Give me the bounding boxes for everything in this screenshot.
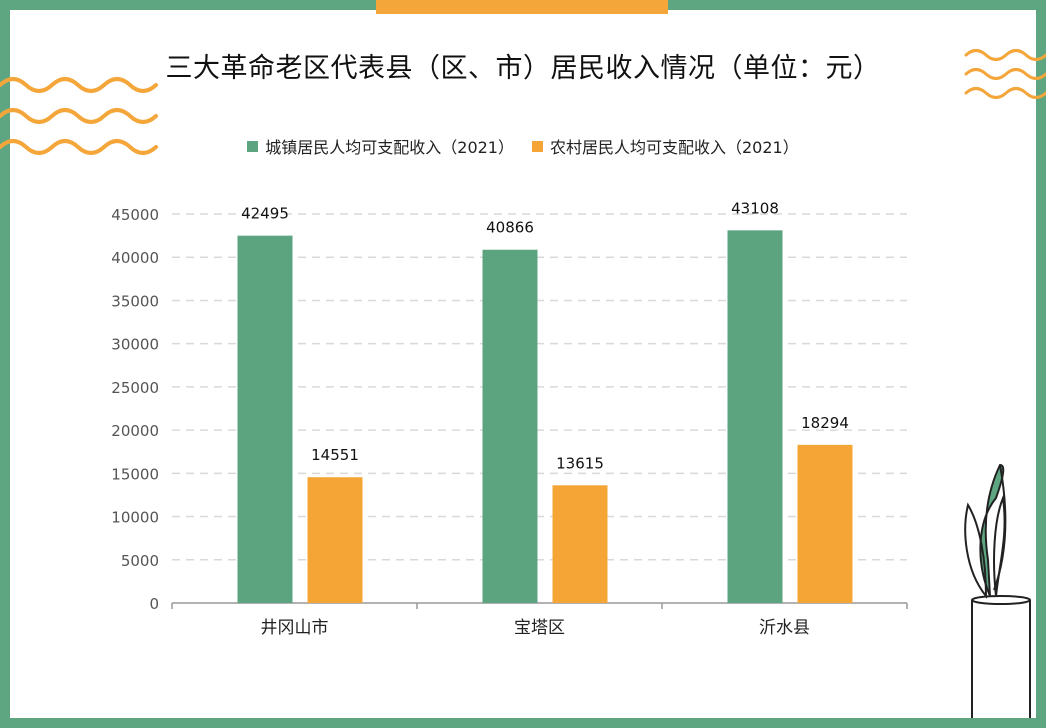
legend-item-urban: 城镇居民人均可支配收入（2021）: [247, 134, 514, 158]
y-tick-label: 25000: [111, 379, 159, 397]
data-label: 14551: [311, 446, 359, 464]
chart-title: 三大革命老区代表县（区、市）居民收入情况（单位：元）: [165, 53, 881, 84]
bar-rural: [797, 444, 853, 603]
bar-rural: [307, 477, 363, 603]
legend-item-rural: 农村居民人均可支配收入（2021）: [532, 134, 799, 158]
y-tick-label: 40000: [111, 249, 159, 267]
x-tick-label: 宝塔区: [514, 618, 565, 638]
bar-rural: [552, 485, 608, 603]
y-tick-label: 15000: [111, 465, 159, 483]
wave-icon: [964, 49, 1046, 99]
chart-legend: 城镇居民人均可支配收入（2021） 农村居民人均可支配收入（2021）: [0, 134, 1046, 158]
top-accent-tab: [376, 0, 668, 14]
data-label: 13615: [556, 454, 604, 472]
bar-urban: [482, 249, 538, 603]
y-tick-label: 30000: [111, 336, 159, 354]
plant-icon: [964, 463, 1031, 718]
legend-swatch-urban: [247, 140, 259, 152]
y-tick-label: 20000: [111, 422, 159, 440]
legend-label-rural: 农村居民人均可支配收入（2021）: [550, 138, 799, 157]
data-label: 18294: [801, 414, 849, 432]
y-tick-label: 10000: [111, 509, 159, 527]
legend-swatch-rural: [532, 140, 543, 152]
data-label: 40866: [486, 219, 534, 237]
legend-label-urban: 城镇居民人均可支配收入（2021）: [265, 138, 514, 157]
x-tick-label: 井冈山市: [261, 618, 329, 638]
y-tick-label: 0: [149, 595, 159, 613]
data-label: 43108: [731, 199, 779, 217]
y-tick-label: 35000: [111, 292, 159, 310]
wave-icon: [0, 77, 158, 155]
x-tick-label: 沂水县: [759, 618, 810, 638]
data-label: 42495: [241, 205, 289, 223]
bar-urban: [237, 235, 293, 603]
bar-urban: [727, 230, 783, 603]
y-tick-label: 45000: [111, 206, 159, 224]
y-tick-label: 5000: [121, 552, 159, 570]
